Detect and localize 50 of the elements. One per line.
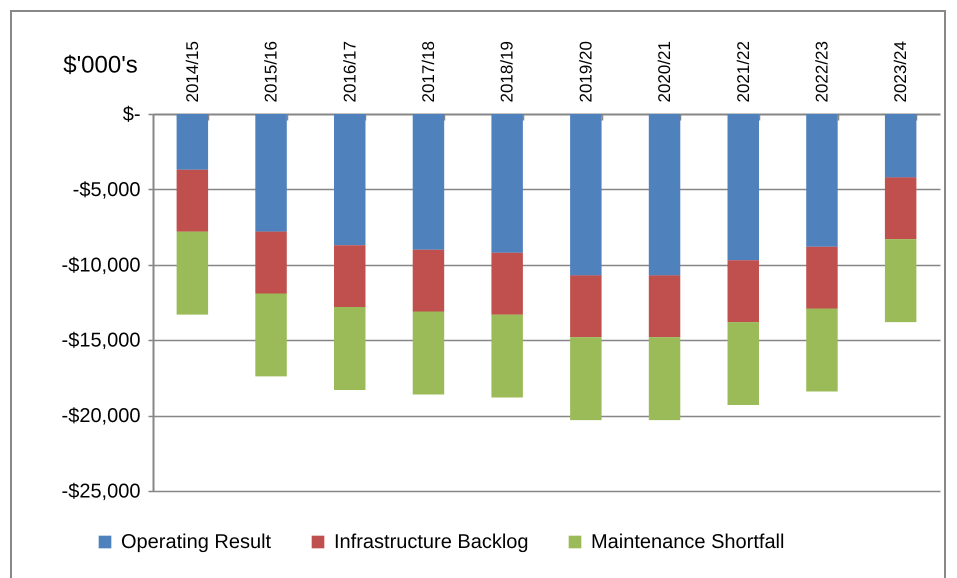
- x-tick-label: 2017/18: [418, 41, 438, 102]
- bar: [255, 293, 287, 376]
- y-axis-title: $'000's: [63, 52, 138, 78]
- bar: [806, 308, 838, 392]
- bar: [412, 114, 444, 250]
- bar: [255, 114, 287, 232]
- bar: [728, 322, 759, 406]
- bar: [176, 232, 208, 315]
- y-tick-label: -$25,000: [62, 480, 140, 502]
- y-tick-label: -$5,000: [72, 178, 140, 201]
- x-tick-label: 2014/15: [182, 41, 202, 102]
- y-tick-label: $-: [122, 104, 140, 126]
- y-tick-label: -$15,000: [62, 330, 140, 352]
- bar: [255, 232, 287, 294]
- bar: [728, 260, 759, 322]
- y-tick-label: -$20,000: [62, 405, 140, 428]
- bar: [806, 114, 838, 247]
- bar: [176, 170, 208, 232]
- bar: [334, 114, 366, 246]
- x-tick-label: 2022/23: [812, 41, 832, 102]
- bar: [570, 337, 602, 420]
- y-tick-label: -$10,000: [62, 254, 140, 276]
- x-tick-label: 2019/20: [576, 41, 596, 102]
- bar: [334, 307, 366, 390]
- x-tick-label: 2023/24: [891, 41, 910, 102]
- bar: [570, 275, 602, 338]
- bar: [491, 314, 523, 398]
- bar: [570, 114, 602, 276]
- bar: [884, 239, 916, 322]
- x-tick-label: 2020/21: [655, 41, 674, 102]
- legend-label: Maintenance Shortfall: [591, 531, 784, 553]
- bar: [491, 114, 523, 253]
- bar: [412, 312, 444, 394]
- x-tick-label: 2016/17: [340, 41, 360, 102]
- legend-label: Operating Result: [121, 531, 272, 553]
- bar: [884, 177, 916, 240]
- bar: [648, 275, 680, 338]
- x-tick-label: 2018/19: [498, 41, 517, 102]
- x-tick-label: 2021/22: [734, 41, 753, 102]
- bar: [806, 246, 838, 309]
- x-tick-label: 2015/16: [262, 41, 281, 102]
- bar: [176, 114, 208, 170]
- bar: [648, 114, 680, 276]
- bar: [648, 337, 680, 420]
- bar: [334, 245, 366, 308]
- legend-label: Infrastructure Backlog: [334, 531, 529, 553]
- bar: [412, 250, 444, 312]
- bar: [728, 114, 759, 260]
- bar: [884, 114, 916, 178]
- bar: [491, 252, 523, 315]
